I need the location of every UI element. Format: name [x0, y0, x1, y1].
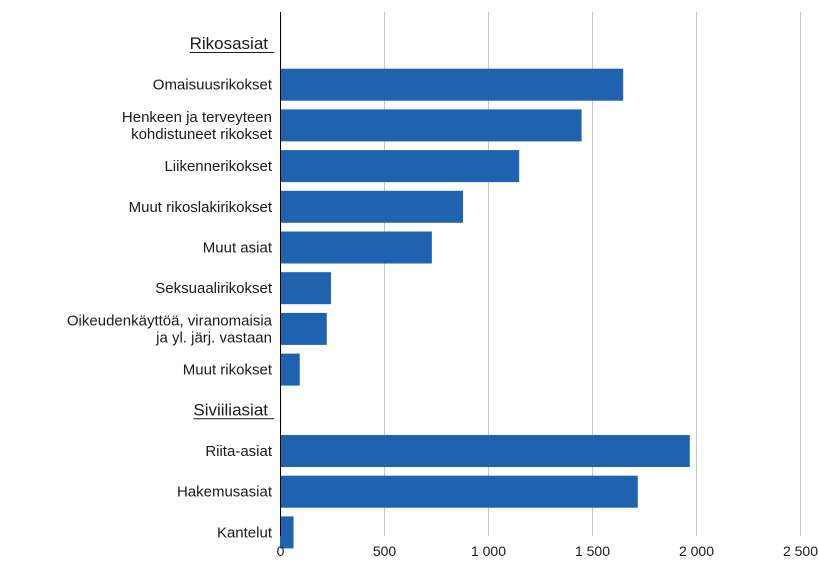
- x-tick-label: 2 500: [783, 543, 818, 559]
- x-tick-label: 1 000: [471, 543, 506, 559]
- category-label: Oikeudenkäyttöä, viranomaisia ja yl. järj…: [67, 312, 273, 346]
- bar: [280, 353, 300, 386]
- category-label: Omaisuusrikokset: [153, 77, 273, 94]
- bar: [280, 150, 520, 183]
- section-header: Rikosasiat: [190, 34, 269, 53]
- category-label: Seksuaalirikokset: [155, 280, 273, 297]
- bar: [280, 190, 464, 223]
- x-tick-label: 1 500: [575, 543, 610, 559]
- bar: [280, 312, 327, 345]
- bar: [280, 109, 582, 142]
- category-label: Riita-asiat: [205, 443, 273, 460]
- category-labels: Rikosasiat Omaisuusrikokset Henkeen ja ter…: [67, 34, 275, 541]
- bar: [280, 272, 331, 305]
- x-axis-ticks: 0 500 1 000 1 500 2 000 2 500: [277, 543, 819, 559]
- bar: [280, 231, 432, 264]
- bar: [280, 68, 624, 101]
- category-label: Muut rikoslakirikokset: [129, 199, 273, 216]
- category-label: Muut asiat: [203, 240, 273, 257]
- category-label: Muut rikokset: [183, 362, 273, 379]
- category-label: Kantelut: [217, 524, 273, 541]
- x-tick-label: 2 000: [679, 543, 714, 559]
- section-header: Siviiliasiat: [193, 400, 268, 419]
- bar: [280, 516, 294, 549]
- bar: [280, 475, 638, 508]
- bar: [280, 435, 690, 467]
- x-tick-label: 0: [277, 543, 285, 559]
- bars: [280, 68, 690, 549]
- category-label: Hakemusasiat: [177, 484, 273, 501]
- x-tick-label: 500: [373, 543, 397, 559]
- category-label: Henkeen ja terveyteen kohdistuneet rikoks…: [122, 109, 273, 143]
- category-label: Liikennerikokset: [164, 158, 272, 175]
